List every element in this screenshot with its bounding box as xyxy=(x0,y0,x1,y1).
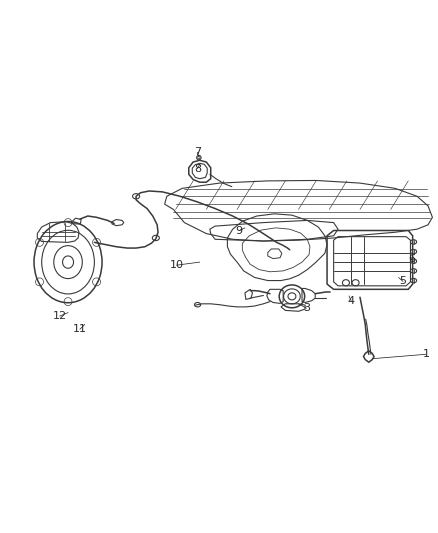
Text: 11: 11 xyxy=(73,324,87,334)
Text: 10: 10 xyxy=(169,260,183,270)
Text: 6: 6 xyxy=(407,254,414,264)
Text: 4: 4 xyxy=(347,296,354,306)
Text: 1: 1 xyxy=(421,349,428,359)
Text: 3: 3 xyxy=(302,303,309,313)
Text: 9: 9 xyxy=(235,225,242,236)
Text: 5: 5 xyxy=(399,277,406,286)
Text: 8: 8 xyxy=(194,164,201,174)
Text: 7: 7 xyxy=(194,147,201,157)
Text: 12: 12 xyxy=(53,311,67,321)
